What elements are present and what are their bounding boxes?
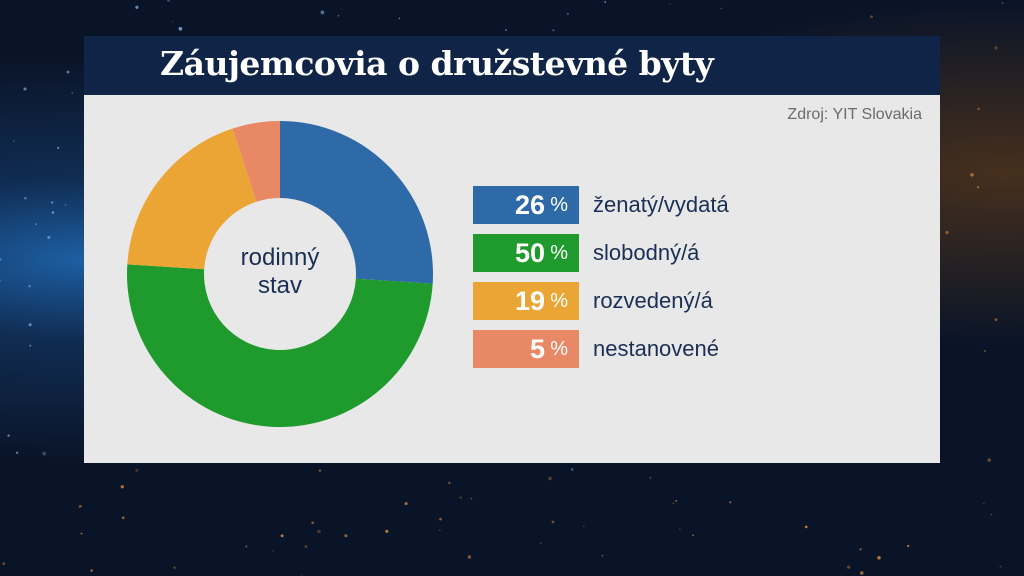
legend-badge: 5% <box>473 330 579 368</box>
legend-badge: 26% <box>473 186 579 224</box>
center-label-line-1: rodinný <box>240 244 320 271</box>
percent-sign: % <box>550 290 568 312</box>
chart-panel: Záujemcovia o družstevné byty Zdroj: YIT… <box>84 36 940 463</box>
donut-center-label: rodinný stav <box>205 244 355 300</box>
legend-value: 50 <box>514 238 545 268</box>
legend-value: 5 <box>529 334 545 364</box>
title-bar: Záujemcovia o družstevné byty <box>84 36 940 95</box>
legend-label: rozvedený/á <box>593 288 713 313</box>
legend-value: 26 <box>514 190 545 220</box>
donut-slice <box>232 121 280 202</box>
legend-label: ženatý/vydatá <box>593 192 729 217</box>
center-label-line-2: stav <box>257 272 302 299</box>
chart-title: Záujemcovia o družstevné byty <box>160 44 714 83</box>
legend-label: slobodný/á <box>593 240 700 265</box>
source-label: Zdroj: YIT Slovakia <box>787 106 922 123</box>
donut-slice <box>127 264 433 427</box>
donut-slice <box>280 121 433 284</box>
percent-sign: % <box>550 242 568 264</box>
donut-slice <box>127 128 257 270</box>
donut-chart <box>127 121 433 427</box>
percent-sign: % <box>550 338 568 360</box>
legend-value: 19 <box>514 286 545 316</box>
legend-badge: 19% <box>473 282 579 320</box>
percent-sign: % <box>550 194 568 216</box>
legend-badge: 50% <box>473 234 579 272</box>
legend-label: nestanovené <box>593 336 719 361</box>
